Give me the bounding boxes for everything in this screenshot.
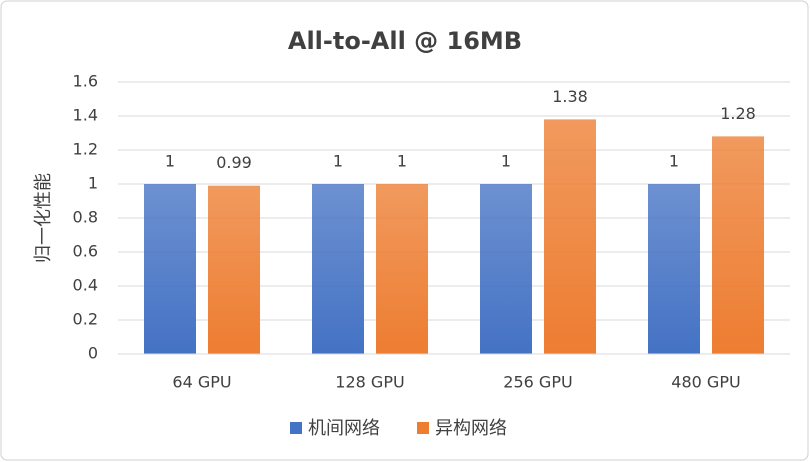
y-tick-label: 1 xyxy=(88,174,98,193)
data-label: 1 xyxy=(165,152,175,171)
data-label: 1 xyxy=(333,152,343,171)
chart-title: All-to-All @ 16MB xyxy=(288,27,522,55)
bar xyxy=(712,136,764,354)
y-tick-label: 0.2 xyxy=(73,310,98,329)
bar xyxy=(144,184,196,354)
bar xyxy=(648,184,700,354)
y-axis-label: 归一化性能 xyxy=(33,173,54,263)
y-tick-label: 1.6 xyxy=(73,72,98,91)
x-tick-label: 64 GPU xyxy=(172,373,231,392)
bar xyxy=(544,119,596,355)
bar xyxy=(480,184,532,354)
x-tick-label: 128 GPU xyxy=(335,373,404,392)
data-label: 1 xyxy=(669,152,679,171)
data-label: 1 xyxy=(501,152,511,171)
y-tick-label: 0 xyxy=(88,344,98,363)
bar xyxy=(376,184,428,354)
y-tick-label: 0.6 xyxy=(73,242,98,261)
bar xyxy=(208,185,260,354)
data-label: 1.28 xyxy=(720,104,756,123)
x-tick-label: 256 GPU xyxy=(503,373,572,392)
bar xyxy=(312,184,364,354)
legend-swatch xyxy=(417,422,429,434)
data-label: 1 xyxy=(397,152,407,171)
legend-swatch xyxy=(290,422,302,434)
x-tick-label: 480 GPU xyxy=(671,373,740,392)
y-tick-label: 1.2 xyxy=(73,140,98,159)
legend-label: 异构网络 xyxy=(435,418,507,439)
y-tick-label: 1.4 xyxy=(73,106,98,125)
y-tick-label: 0.8 xyxy=(73,208,98,227)
legend-label: 机间网络 xyxy=(308,418,380,439)
y-tick-label: 0.4 xyxy=(73,276,98,295)
data-label: 0.99 xyxy=(216,153,252,172)
data-label: 1.38 xyxy=(552,87,588,106)
